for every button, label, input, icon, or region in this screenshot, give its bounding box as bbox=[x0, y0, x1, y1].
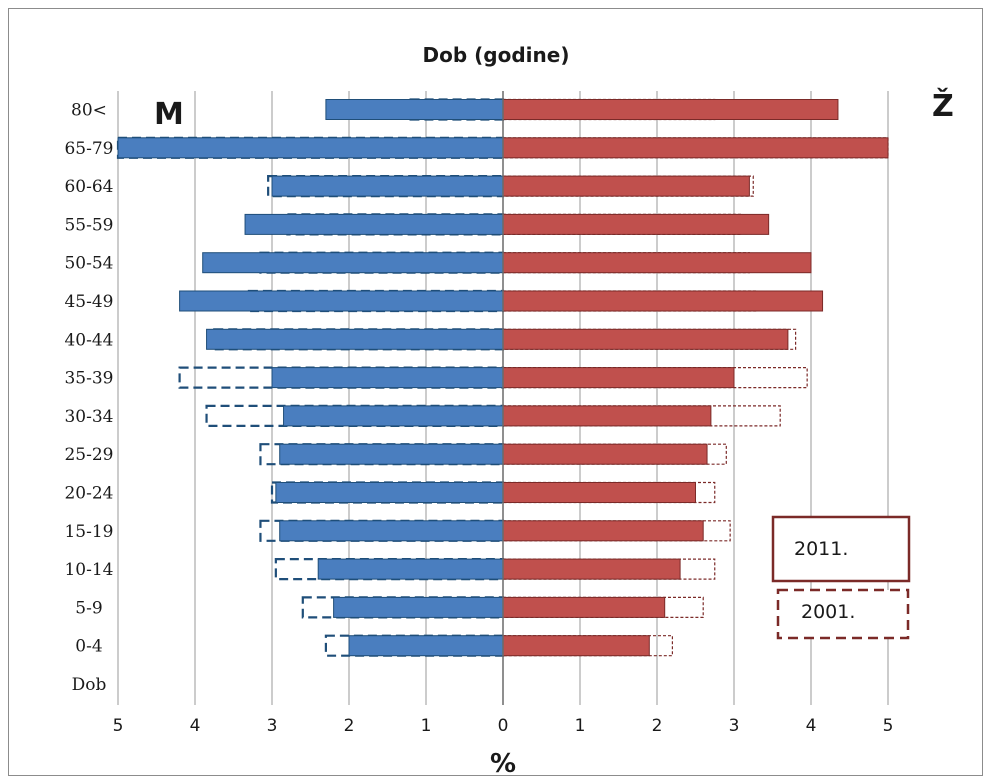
category-label: 80< bbox=[71, 101, 107, 121]
x-tick-label: 4 bbox=[806, 716, 817, 736]
bar-female-2011 bbox=[502, 213, 770, 235]
x-tick-label: 2 bbox=[652, 716, 663, 736]
bar-male-2011 bbox=[317, 558, 504, 580]
bar-female-2011 bbox=[502, 482, 696, 503]
bar-female-2011 bbox=[502, 635, 650, 657]
category-label: 0-4 bbox=[75, 637, 102, 657]
bar-male-2011 bbox=[283, 405, 504, 427]
category-label: 60-64 bbox=[64, 177, 113, 197]
x-tick-label: 2 bbox=[344, 716, 355, 736]
x-tick-labels: 5 4 3 2 1 0 1 2 3 4 5 bbox=[113, 716, 894, 736]
bar-male-2011 bbox=[202, 252, 504, 274]
category-label: 65-79 bbox=[64, 139, 113, 159]
bar-female-2011 bbox=[502, 405, 712, 427]
category-label: 45-49 bbox=[64, 292, 113, 312]
bar-male-2011 bbox=[206, 328, 504, 350]
x-tick-label: 5 bbox=[883, 716, 894, 736]
bar-female-2011 bbox=[502, 367, 735, 389]
legend-box-2001 bbox=[776, 588, 910, 640]
category-label: 20-24 bbox=[64, 484, 113, 504]
bar-female-2011 bbox=[502, 596, 666, 618]
male-side-label: M bbox=[154, 97, 184, 132]
legend-label-2001: 2001. bbox=[801, 601, 855, 623]
category-label: 5-9 bbox=[75, 598, 102, 618]
bar-male-2011 bbox=[244, 213, 504, 235]
bar-female-2011 bbox=[502, 443, 708, 465]
x-tick-label: 3 bbox=[267, 716, 278, 736]
category-label: 30-34 bbox=[64, 407, 113, 427]
bar-male-2011 bbox=[325, 99, 504, 120]
legend-box-2011 bbox=[771, 515, 911, 583]
bar-female-2011 bbox=[502, 558, 681, 580]
x-tick-label: 1 bbox=[421, 716, 432, 736]
chart-title: Dob (godine) bbox=[423, 43, 570, 67]
bar-male-2011 bbox=[348, 635, 504, 657]
x-tick-label: 1 bbox=[575, 716, 586, 736]
category-label: 55-59 bbox=[64, 215, 113, 235]
category-label: 35-39 bbox=[64, 369, 113, 389]
x-axis-label: % bbox=[490, 749, 516, 777]
bar-male-2011 bbox=[275, 482, 504, 503]
bar-male-2011 bbox=[279, 443, 504, 465]
bar-female-2011 bbox=[502, 252, 812, 274]
bar-male-2011 bbox=[271, 367, 504, 389]
bar-female-2011 bbox=[502, 137, 889, 159]
category-label: Dob bbox=[72, 675, 107, 695]
bar-female-2011 bbox=[502, 520, 704, 542]
population-pyramid-chart: Dob (godine) M Ž Dob 0-4 5-9 10-14 15-19 20-2… bbox=[64, 43, 954, 777]
bar-male-2011 bbox=[179, 290, 504, 312]
bar-female-2011 bbox=[502, 328, 789, 350]
x-tick-label: 4 bbox=[190, 716, 201, 736]
chart-frame: Dob (godine) M Ž Dob 0-4 5-9 10-14 15-19 20-2… bbox=[8, 8, 983, 777]
bar-female-2011 bbox=[502, 175, 750, 197]
bar-male-2011 bbox=[333, 596, 504, 618]
category-labels: Dob 0-4 5-9 10-14 15-19 20-24 25-29 30-34 35-39 4… bbox=[64, 101, 113, 696]
bar-male-2011 bbox=[279, 520, 504, 542]
bar-female-2011 bbox=[502, 99, 839, 120]
x-tick-label: 3 bbox=[729, 716, 740, 736]
category-label: 10-14 bbox=[64, 560, 113, 580]
x-tick-label: 0 bbox=[498, 716, 509, 736]
bar-female-2011 bbox=[502, 290, 824, 312]
female-side-label: Ž bbox=[932, 88, 954, 124]
category-label: 25-29 bbox=[64, 445, 113, 465]
category-label: 40-44 bbox=[64, 330, 113, 350]
legend: 2011. 2001. bbox=[771, 515, 911, 640]
bar-male-2011 bbox=[117, 137, 504, 159]
bars-group bbox=[116, 91, 889, 705]
legend-label-2011: 2011. bbox=[794, 538, 848, 560]
category-label: 50-54 bbox=[64, 254, 113, 274]
x-tick-label: 5 bbox=[113, 716, 124, 736]
bar-male-2011 bbox=[271, 175, 504, 197]
category-label: 15-19 bbox=[64, 522, 113, 542]
